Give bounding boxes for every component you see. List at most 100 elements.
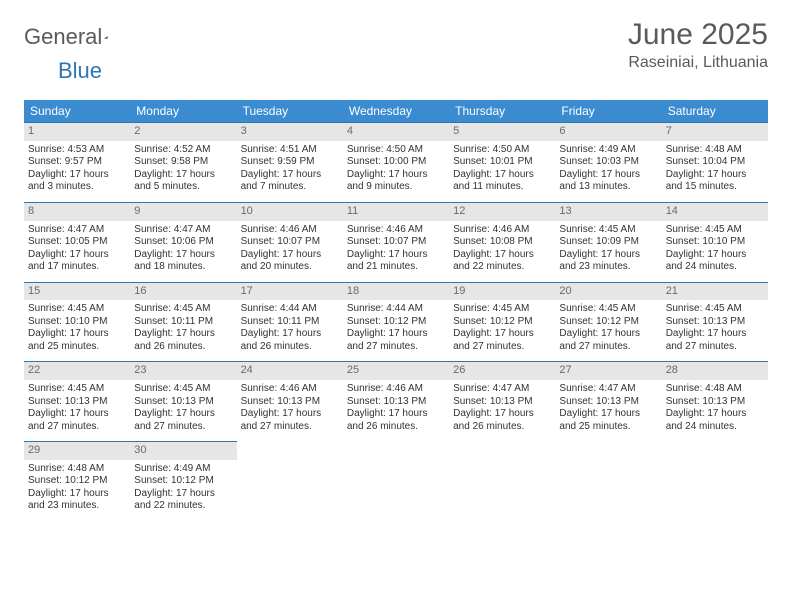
day-number: 28 [662,362,768,380]
daylight-line: Daylight: 17 hours and 26 minutes. [347,408,445,433]
day-cell: 14Sunrise: 4:45 AMSunset: 10:10 PMDaylig… [662,202,768,282]
day-cell: 24Sunrise: 4:46 AMSunset: 10:13 PMDaylig… [237,362,343,442]
day-cell: 23 Sunrise: 4:45 AMSunset: 10:13 PMDaylig… [130,362,236,442]
week-row: 1Sunrise: 4:53 AMSunset: 9:57 PMDaylight… [24,123,768,203]
sunrise-line: Sunrise: 4:47 AM [28,224,126,237]
sunrise-line: Sunrise: 4:45 AM [666,224,764,237]
day-cell: 4Sunrise: 4:50 AMSunset: 10:00 PMDayligh… [343,123,449,203]
empty-day-cell [555,442,661,521]
day-cell: 26Sunrise: 4:47 AMSunset: 10:13 PMDaylig… [449,362,555,442]
day-number: 2 [130,123,236,141]
day-number: 24 [237,362,343,380]
sunset-line: Sunset: 10:12 PM [134,475,232,488]
dow-wednesday: Wednesday [343,100,449,123]
daylight-line: Daylight: 17 hours and 20 minutes. [241,249,339,274]
day-cell: 20Sunrise: 4:45 AMSunset: 10:12 PMDaylig… [555,282,661,362]
calendar-page: General June 2025 Raseiniai, Lithuania B… [0,0,792,539]
daylight-line: Daylight: 17 hours and 27 minutes. [559,328,657,353]
day-number: 17 [237,283,343,301]
daylight-line: Daylight: 17 hours and 22 minutes. [134,488,232,513]
sunset-line: Sunset: 10:06 PM [134,236,232,249]
week-row: 22Sunrise: 4:45 AMSunset: 10:13 PMDaylig… [24,362,768,442]
day-cell: 12Sunrise: 4:46 AMSunset: 10:08 PMDaylig… [449,202,555,282]
day-number: 5 [449,123,555,141]
day-cell: 15Sunrise: 4:45 AMSunset: 10:10 PMDaylig… [24,282,130,362]
day-number: 4 [343,123,449,141]
day-cell: 25Sunrise: 4:46 AMSunset: 10:13 PMDaylig… [343,362,449,442]
sunrise-line: Sunrise: 4:50 AM [453,144,551,157]
sunrise-line: Sunrise: 4:51 AM [241,144,339,157]
sunset-line: Sunset: 10:12 PM [347,316,445,329]
day-cell: 27Sunrise: 4:47 AMSunset: 10:13 PMDaylig… [555,362,661,442]
day-cell: 13Sunrise: 4:45 AMSunset: 10:09 PMDaylig… [555,202,661,282]
brand-text-general: General [24,24,102,50]
empty-day-cell [449,442,555,521]
day-number: 29 [24,442,130,460]
daylight-line: Daylight: 17 hours and 27 minutes. [28,408,126,433]
day-cell: 21Sunrise: 4:45 AMSunset: 10:13 PMDaylig… [662,282,768,362]
day-cell: 16Sunrise: 4:45 AMSunset: 10:11 PMDaylig… [130,282,236,362]
sunset-line: Sunset: 10:09 PM [559,236,657,249]
sunset-line: Sunset: 10:10 PM [28,316,126,329]
day-number: 7 [662,123,768,141]
sunset-line: Sunset: 10:11 PM [241,316,339,329]
sunrise-line: Sunrise: 4:47 AM [559,383,657,396]
sunrise-line: Sunrise: 4:45 AM [453,303,551,316]
daylight-line: Daylight: 17 hours and 26 minutes. [241,328,339,353]
sunset-line: Sunset: 10:13 PM [666,316,764,329]
sunset-line: Sunset: 10:05 PM [28,236,126,249]
day-cell: 28Sunrise: 4:48 AMSunset: 10:13 PMDaylig… [662,362,768,442]
sunrise-line: Sunrise: 4:45 AM [134,383,232,396]
daylight-line: Daylight: 17 hours and 25 minutes. [559,408,657,433]
sunset-line: Sunset: 10:12 PM [453,316,551,329]
sunrise-line: Sunrise: 4:45 AM [134,303,232,316]
daylight-line: Daylight: 17 hours and 17 minutes. [28,249,126,274]
day-number: 1 [24,123,130,141]
brand-text-blue: Blue [58,58,102,84]
sunset-line: Sunset: 10:03 PM [559,156,657,169]
day-number: 8 [24,203,130,221]
sunrise-line: Sunrise: 4:44 AM [241,303,339,316]
daylight-line: Daylight: 17 hours and 26 minutes. [453,408,551,433]
day-number: 19 [449,283,555,301]
sunset-line: Sunset: 10:13 PM [134,396,232,409]
dow-monday: Monday [130,100,236,123]
brand-logo: General [24,18,128,50]
daylight-line: Daylight: 17 hours and 27 minutes. [134,408,232,433]
daylight-line: Daylight: 17 hours and 27 minutes. [241,408,339,433]
empty-day-cell [237,442,343,521]
day-number: 6 [555,123,661,141]
day-cell: 29Sunrise: 4:48 AMSunset: 10:12 PMDaylig… [24,442,130,521]
day-cell: 11Sunrise: 4:46 AMSunset: 10:07 PMDaylig… [343,202,449,282]
day-number: 20 [555,283,661,301]
daylight-line: Daylight: 17 hours and 21 minutes. [347,249,445,274]
daylight-line: Daylight: 17 hours and 7 minutes. [241,169,339,194]
sunset-line: Sunset: 10:11 PM [134,316,232,329]
day-number: 23 [130,362,236,380]
daylight-line: Daylight: 17 hours and 3 minutes. [28,169,126,194]
daylight-line: Daylight: 17 hours and 13 minutes. [559,169,657,194]
day-number: 21 [662,283,768,301]
sunrise-line: Sunrise: 4:45 AM [28,303,126,316]
daylight-line: Daylight: 17 hours and 24 minutes. [666,408,764,433]
day-number: 18 [343,283,449,301]
day-cell: 18Sunrise: 4:44 AMSunset: 10:12 PMDaylig… [343,282,449,362]
month-title: June 2025 [628,18,768,52]
daylight-line: Daylight: 17 hours and 24 minutes. [666,249,764,274]
dow-friday: Friday [555,100,661,123]
daylight-line: Daylight: 17 hours and 23 minutes. [28,488,126,513]
day-number: 13 [555,203,661,221]
day-of-week-row: Sunday Monday Tuesday Wednesday Thursday… [24,100,768,123]
day-cell: 30Sunrise: 4:49 AMSunset: 10:12 PMDaylig… [130,442,236,521]
day-number: 15 [24,283,130,301]
daylight-line: Daylight: 17 hours and 5 minutes. [134,169,232,194]
sunset-line: Sunset: 10:04 PM [666,156,764,169]
sunrise-line: Sunrise: 4:48 AM [666,383,764,396]
sunrise-line: Sunrise: 4:45 AM [666,303,764,316]
daylight-line: Daylight: 17 hours and 18 minutes. [134,249,232,274]
day-cell: 9Sunrise: 4:47 AMSunset: 10:06 PMDayligh… [130,202,236,282]
daylight-line: Daylight: 17 hours and 11 minutes. [453,169,551,194]
day-number: 26 [449,362,555,380]
sunrise-line: Sunrise: 4:52 AM [134,144,232,157]
sunrise-line: Sunrise: 4:48 AM [666,144,764,157]
